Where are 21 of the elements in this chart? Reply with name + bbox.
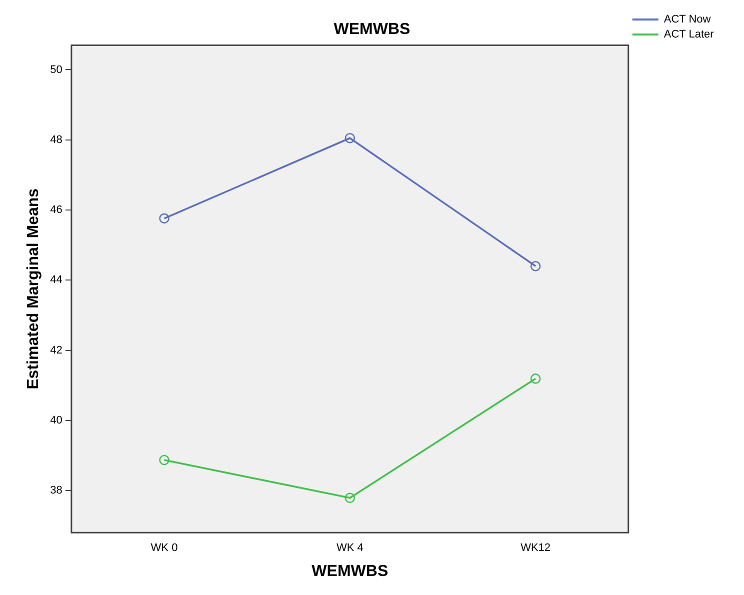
y-tick-label: 40 [50, 414, 62, 426]
x-tick-label: WK 0 [150, 542, 178, 554]
y-tick-label: 44 [50, 274, 62, 286]
y-tick-label: 46 [50, 204, 62, 216]
x-tick-label: WK 4 [336, 542, 364, 554]
y-axis-title: Estimated Marginal Means [25, 188, 42, 390]
x-tick-label: WK12 [520, 542, 551, 554]
y-tick-label: 48 [50, 134, 62, 146]
point [530, 260, 541, 272]
point [344, 132, 356, 144]
y-tick-label: 50 [50, 64, 62, 76]
point [344, 492, 356, 504]
point [159, 454, 170, 466]
legend-label: ACT Now [664, 14, 711, 26]
point [159, 213, 170, 224]
x-axis-title: WEMWBS [312, 562, 388, 580]
legend-label: ACT Later [664, 28, 714, 41]
y-tick-label: 42 [50, 344, 62, 356]
point [530, 374, 541, 384]
chart-title: WEMWBS [334, 21, 411, 38]
y-tick-label: 38 [50, 484, 62, 497]
